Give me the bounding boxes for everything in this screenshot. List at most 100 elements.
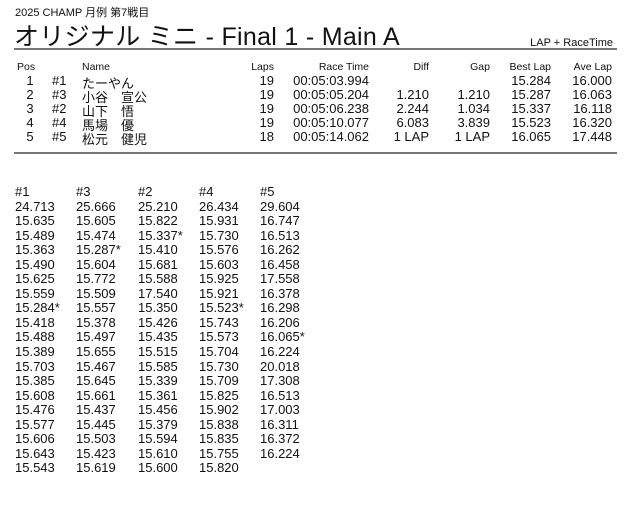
lap-column-car: #4 [199,184,214,199]
lap-time: 15.363 [15,242,55,258]
lap-time: 15.605 [76,213,116,229]
lap-time: 16.065* [260,329,305,345]
result-laps: 19 [259,73,274,88]
lap-time: 15.743 [199,314,239,330]
lap-time: 20.018 [260,358,300,374]
lap-time: 15.772 [76,271,116,287]
lap-time: 15.902 [199,402,239,418]
title-divider [14,48,617,50]
result-name: たーやん [82,76,135,91]
lap-time: 15.339 [138,373,178,389]
lap-time: 15.379 [138,416,178,432]
lap-time: 15.730 [199,358,239,374]
header-name: Name [82,61,111,73]
lap-time: 15.635 [15,213,55,229]
lap-time: 15.573 [199,329,239,345]
result-time: 00:05:14.062 [293,129,369,144]
result-no: #1 [52,73,67,88]
result-pos: 5 [26,129,34,144]
result-ave: 17.448 [572,129,612,144]
lap-time: 15.835 [199,431,239,447]
result-time: 00:05:05.204 [293,87,369,102]
lap-time: 15.385 [15,373,55,389]
lap-time: 15.576 [199,242,239,258]
lap-time: 15.426 [138,314,178,330]
result-row: 3 #2 山下 悟 19 00:05:06.238 2.244 1.034 15.337 16.… [0,101,631,119]
result-row: 2 #3 小谷 宣公 19 00:05:05.204 1.210 1.210 15.287 16… [0,87,631,105]
lap-time: 15.543 [15,460,55,476]
result-pos: 4 [26,115,34,130]
result-diff: 2.244 [396,101,429,116]
result-laps: 19 [259,115,274,130]
lap-time: 15.490 [15,256,55,272]
result-time: 00:05:10.077 [293,115,369,130]
lap-time: 15.606 [15,431,55,447]
lap-time: 15.557 [76,300,116,316]
result-diff: 6.083 [396,115,429,130]
lap-time: 15.523* [199,300,244,316]
result-no: #2 [52,101,67,116]
lap-time: 15.503 [76,431,116,447]
result-diff: 1 LAP [393,129,429,144]
lap-time: 15.604 [76,256,116,272]
result-name: 小谷 宣公 [82,90,148,105]
lap-time: 17.558 [260,271,300,287]
lap-time: 16.378 [260,285,300,301]
lap-time: 15.476 [15,402,55,418]
result-time: 00:05:06.238 [293,101,369,116]
lap-time: 15.337* [138,227,183,243]
lap-time: 15.608 [15,387,55,403]
lap-time: 15.456 [138,402,178,418]
lap-time: 15.603 [199,256,239,272]
lap-time: 15.755 [199,445,239,461]
result-time: 00:05:03.994 [293,73,369,88]
result-row: 5 #5 松元 健児 18 00:05:14.062 1 LAP 1 LAP 16.065 17… [0,129,631,147]
result-no: #5 [52,129,67,144]
result-best: 15.284 [511,73,551,88]
report-mode-label: LAP + RaceTime [530,37,613,49]
lap-time: 15.661 [76,387,116,403]
result-laps: 18 [259,129,274,144]
lap-time: 15.825 [199,387,239,403]
header-ave-lap: Ave Lap [573,61,612,73]
lap-time: 15.703 [15,358,55,374]
header-pos: Pos [17,61,36,73]
lap-time: 15.509 [76,285,116,301]
result-pos: 3 [26,101,34,116]
result-no: #3 [52,87,67,102]
lap-time: 25.210 [138,198,178,214]
lap-time: 17.308 [260,373,300,389]
lap-time: 15.704 [199,344,239,360]
result-row: 1 #1 たーやん 19 00:05:03.994 15.284 16.000 [0,73,631,91]
lap-time: 15.931 [199,213,239,229]
header-race-time: Race Time [318,61,369,73]
lap-column: #3 25.666 15.605 15.474 15.287* 15.604 15.772 1… [76,184,121,476]
results-header-row: Pos Name Laps Race Time Diff Gap Best La… [0,61,631,75]
lap-column: #2 25.210 15.822 15.337* 15.410 15.681 15.588 1… [138,184,183,476]
lap-time: 15.497 [76,329,116,345]
lap-time: 15.284* [15,300,60,316]
lap-column: #5 29.604 16.747 16.513 16.262 16.458 17.558 16… [260,184,305,461]
result-ave: 16.320 [572,115,612,130]
result-row: 4 #4 馬場 優 19 00:05:10.077 6.083 3.839 15.523 16.… [0,115,631,133]
lap-time: 16.224 [260,344,300,360]
lap-time: 15.838 [199,416,239,432]
lap-time: 15.730 [199,227,239,243]
result-name: 馬場 優 [82,118,135,133]
result-gap: 1.034 [457,101,490,116]
header-best-lap: Best Lap [509,61,551,73]
lap-time: 15.625 [15,271,55,287]
lap-time: 15.287* [76,242,121,258]
page-title: オリジナル ミニ - Final 1 - Main A [14,23,400,51]
lap-time: 15.488 [15,329,55,345]
lap-column-car: #1 [15,184,30,199]
lap-time: 16.206 [260,314,300,330]
lap-time: 16.262 [260,242,300,258]
lap-time: 26.434 [199,198,239,214]
lap-time: 15.577 [15,416,55,432]
lap-time: 15.822 [138,213,178,229]
lap-column-car: #3 [76,184,91,199]
lap-time: 15.585 [138,358,178,374]
lap-time: 15.423 [76,445,116,461]
lap-time: 15.350 [138,300,178,316]
